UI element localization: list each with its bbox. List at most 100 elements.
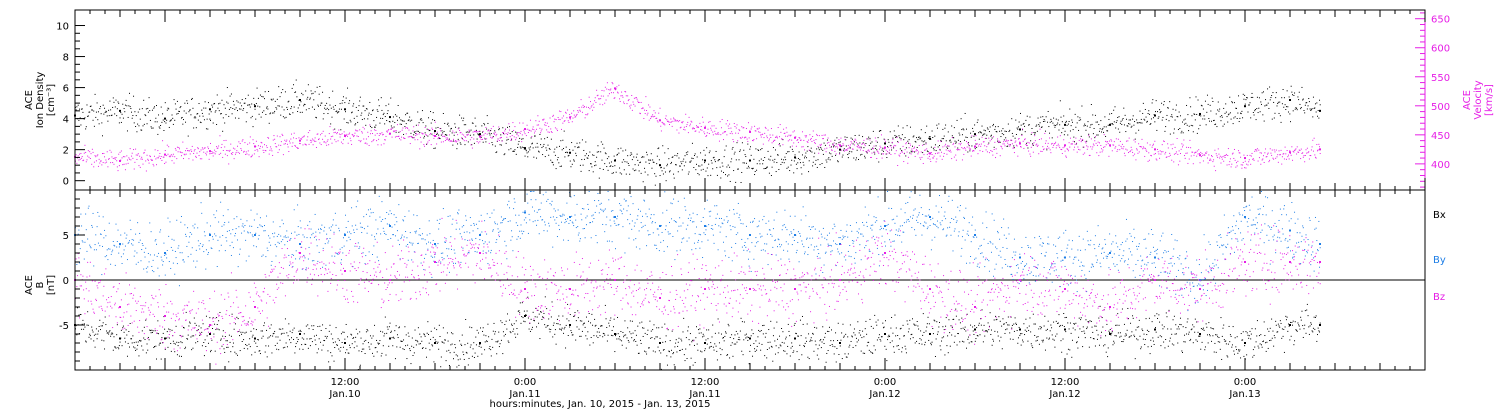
ion-density-dot	[346, 122, 348, 124]
ion-density-dot	[361, 112, 363, 114]
bx-dot	[571, 334, 573, 336]
velocity-dot	[164, 150, 166, 152]
ion-density-dot	[219, 102, 221, 104]
ion-density-dot	[153, 107, 155, 109]
velocity-dot	[302, 144, 304, 146]
velocity-dot	[311, 138, 313, 140]
velocity-dot	[1283, 158, 1285, 160]
velocity-dot	[989, 140, 991, 142]
ion-density-dot	[710, 174, 712, 176]
velocity-dot	[1184, 157, 1186, 159]
bx-dot	[243, 339, 245, 341]
bx-dot	[183, 326, 184, 328]
ion-density-dot	[911, 151, 913, 153]
velocity-dot	[544, 122, 546, 124]
velocity-dot	[1200, 151, 1202, 153]
ion-density-point	[254, 105, 256, 108]
bx-dot	[293, 327, 295, 329]
ion-density-dot	[830, 153, 832, 155]
ion-density-dot	[1034, 133, 1036, 135]
velocity-tick-label: 400	[1431, 160, 1450, 171]
bx-dot	[607, 334, 609, 336]
bx-dot	[583, 322, 585, 324]
velocity-dot	[335, 141, 337, 143]
velocity-dot	[903, 161, 905, 163]
ion-density-dot	[721, 162, 723, 164]
ion-density-dot	[594, 161, 596, 163]
velocity-dot	[225, 139, 227, 141]
bx-dot	[304, 343, 306, 345]
ion-density-dot	[799, 159, 801, 161]
bx-dot	[592, 324, 594, 326]
ion-density-dot	[936, 124, 938, 126]
bx-dot	[140, 340, 142, 342]
velocity-dot	[149, 155, 151, 157]
velocity-dot	[191, 145, 193, 147]
ion-density-dot	[475, 125, 477, 127]
ion-density-dot	[278, 86, 280, 88]
ion-density-dot	[119, 117, 121, 119]
velocity-dot	[894, 153, 896, 155]
bx-dot	[222, 330, 224, 332]
ion-density-dot	[1252, 96, 1254, 98]
bx-dot	[536, 316, 538, 318]
bx-dot	[88, 336, 90, 338]
velocity-dot	[1028, 142, 1030, 144]
ion-density-dot	[774, 158, 776, 160]
bx-dot	[201, 345, 203, 347]
bx-dot	[86, 324, 88, 326]
velocity-dot	[255, 145, 257, 147]
bx-dot	[714, 343, 716, 345]
bx-dot	[106, 330, 108, 332]
velocity-dot	[747, 140, 749, 142]
velocity-dot	[812, 130, 814, 132]
velocity-dot	[534, 132, 535, 134]
bx-dot	[712, 324, 714, 326]
bx-dot	[488, 336, 490, 338]
velocity-dot	[567, 109, 569, 111]
velocity-dot	[968, 147, 970, 149]
velocity-dot	[1292, 159, 1294, 161]
bx-dot	[348, 352, 350, 354]
ion-density-dot	[808, 160, 810, 162]
velocity-dot	[558, 110, 560, 112]
velocity-dot	[367, 136, 369, 138]
bx-dot	[839, 345, 841, 347]
velocity-dot	[966, 141, 967, 143]
ion-density-dot	[801, 154, 803, 156]
velocity-dot	[1137, 152, 1139, 154]
ion-density-dot	[849, 147, 851, 149]
ion-density-dot	[1145, 116, 1147, 118]
ion-density-dot	[494, 145, 496, 147]
ion-density-dot	[704, 154, 706, 156]
ion-density-dot	[964, 112, 966, 114]
ion-density-dot	[101, 122, 103, 124]
bx-dot	[729, 357, 731, 359]
ion-density-dot	[324, 104, 326, 106]
velocity-dot	[475, 131, 477, 133]
bx-dot	[125, 329, 127, 331]
ion-density-dot	[1215, 113, 1217, 115]
ion-density-dot	[510, 148, 512, 150]
velocity-dot	[1285, 153, 1287, 155]
velocity-dot	[750, 131, 751, 133]
ion-density-dot	[1056, 124, 1058, 126]
bx-dot	[687, 330, 689, 332]
velocity-dot	[355, 130, 357, 132]
ion-density-dot	[407, 112, 409, 114]
density-tick-label: 0	[63, 177, 69, 188]
velocity-dot	[676, 129, 678, 131]
velocity-dot	[1308, 158, 1310, 160]
bx-dot	[356, 345, 358, 347]
velocity-dot	[987, 143, 989, 145]
ion-density-dot	[327, 113, 329, 115]
bx-dot	[841, 332, 843, 334]
velocity-dot	[1264, 152, 1266, 154]
ion-density-dot	[118, 102, 120, 104]
ion-density-dot	[79, 117, 81, 119]
velocity-dot	[160, 156, 162, 158]
ion-density-dot	[280, 114, 282, 116]
bx-dot	[808, 358, 810, 360]
velocity-dot	[284, 139, 286, 141]
ion-density-dot	[490, 130, 492, 132]
